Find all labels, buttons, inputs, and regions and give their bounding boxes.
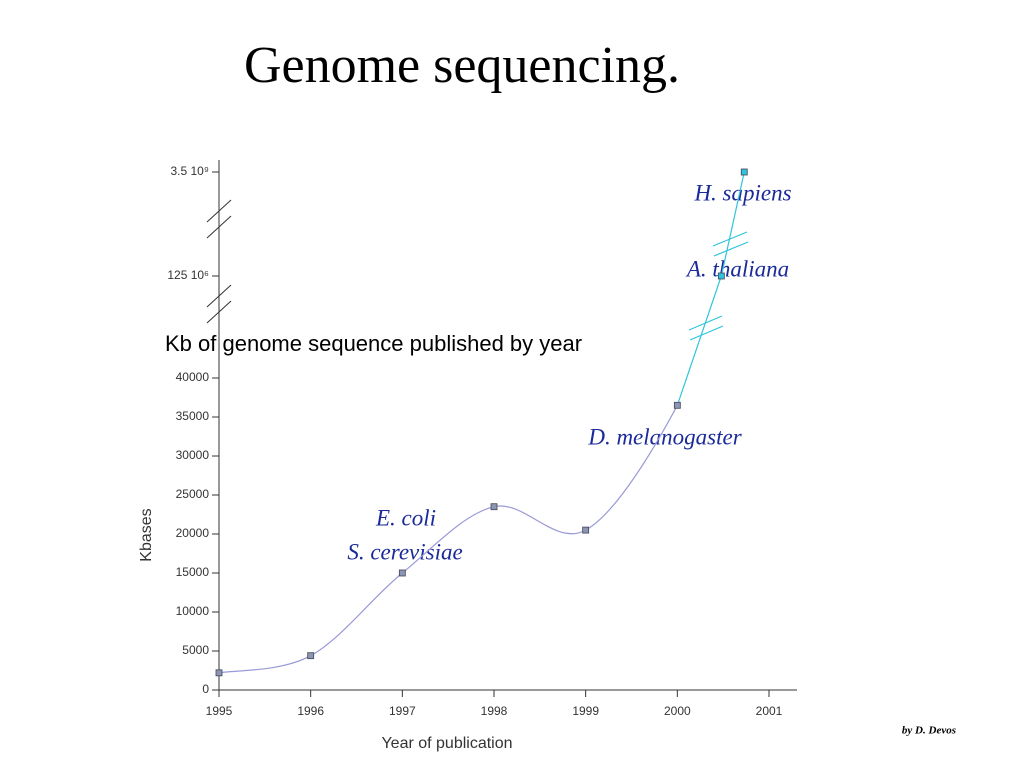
x-tick-label: 1995 [206,704,233,718]
y-tick-label: 20000 [176,526,210,540]
y-tick-label: 10000 [176,604,210,618]
data-line [218,171,745,674]
chart-title: Kb of genome sequence published by year [165,331,582,356]
y-tick-label: 40000 [176,370,210,384]
data-point [215,669,223,677]
y-tick-label: 5000 [182,643,209,657]
x-tick-label: 2000 [664,704,691,718]
y-tick-label: 15000 [176,565,210,579]
x-tick-label: 1998 [481,704,508,718]
data-point [582,526,590,534]
x-tick-label: 1996 [297,704,324,718]
y-tick-label: 0 [202,682,209,696]
y-tick-label: 25000 [176,487,210,501]
data-point [490,503,498,511]
annotation: H. sapiens [693,180,791,205]
break-mark [713,241,749,257]
annotation: A. thaliana [685,256,789,281]
data-point [307,652,315,660]
y-tick-label: 35000 [176,409,210,423]
data-point [398,569,406,577]
credit: by D. Devos [902,725,956,737]
y-tick-label: 125 10⁶ [167,268,209,282]
x-tick-label: 2001 [756,704,783,718]
slide-title: Genome sequencing. [244,37,680,94]
y-tick-label: 3.5 10⁹ [170,164,209,178]
data-point [673,401,681,409]
data-point [717,272,725,280]
annotation: S. cerevisiae [347,539,462,564]
data-point [740,168,748,176]
x-tick-label: 1999 [572,704,599,718]
y-axis-label: Kbases [138,508,155,561]
x-axis-label: Year of publication [381,735,512,752]
annotation: E. coli [375,505,436,530]
y-tick-label: 30000 [176,448,210,462]
break-mark [689,325,724,341]
x-tick-label: 1997 [389,704,416,718]
